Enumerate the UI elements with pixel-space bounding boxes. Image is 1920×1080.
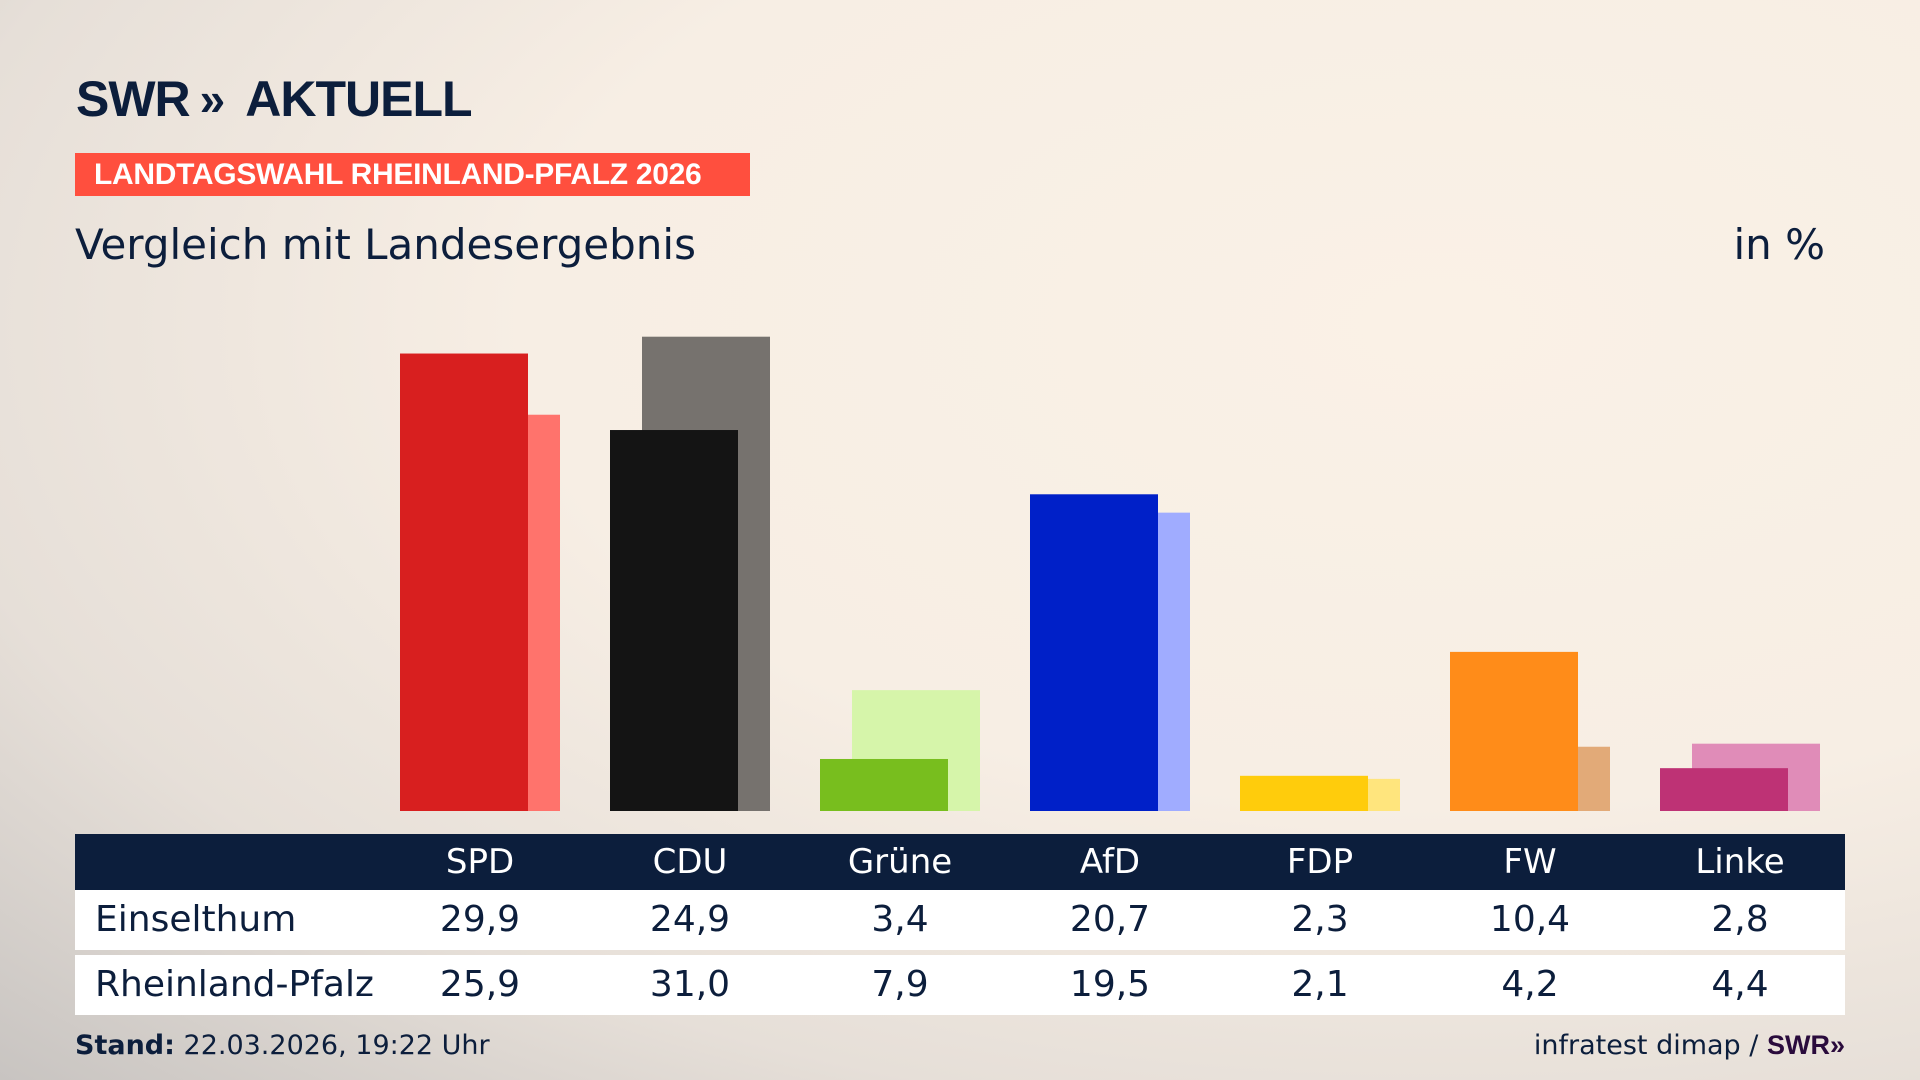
column-header: SPD (445, 842, 515, 882)
value-cell: 3,4 (871, 899, 929, 940)
timestamp: Stand: 22.03.2026, 19:22 Uhr (75, 1030, 490, 1061)
swr-aktuell-logo: SWR» AKTUELL (76, 70, 473, 128)
table-header: SPD CDU Grüne AfD FDP FW Linke (75, 834, 1845, 890)
stand-label: Stand: (75, 1030, 175, 1061)
value-cell: 24,9 (649, 899, 731, 940)
column-header: CDU (652, 842, 728, 882)
chart-subtitle: Vergleich mit Landesergebnis (75, 220, 696, 269)
value-cell: 2,8 (1711, 899, 1769, 940)
value-cell: 4,2 (1501, 964, 1559, 1005)
value-cell: 19,5 (1069, 964, 1151, 1005)
bar-local-fdp (1240, 775, 1368, 811)
value-cell: 25,9 (439, 964, 521, 1005)
source: infratest dimap / SWR» (1534, 1030, 1845, 1061)
value-cell: 2,1 (1291, 964, 1349, 1005)
bar-local-linke (1660, 768, 1788, 811)
bar-local-cdu (610, 430, 738, 811)
column-header: Grüne (847, 842, 953, 882)
column-header: AfD (1079, 842, 1141, 882)
bar-chart (400, 336, 1820, 811)
value-cell: 4,4 (1711, 964, 1769, 1005)
row-label: Rheinland-Pfalz (95, 964, 374, 1005)
column-header: FDP (1286, 842, 1354, 882)
source-text: infratest dimap / (1533, 1030, 1759, 1061)
unit-label: in % (1733, 220, 1825, 269)
value-cell: 20,7 (1069, 899, 1151, 940)
column-header: Linke (1695, 842, 1785, 882)
bar-local-spd (400, 353, 528, 811)
row-label: Einselthum (95, 899, 297, 940)
value-cell: 7,9 (871, 964, 929, 1005)
value-cell: 10,4 (1489, 899, 1571, 940)
bar-local-fw (1450, 651, 1578, 811)
source-brand: SWR» (1766, 1030, 1845, 1060)
column-header: FW (1503, 842, 1557, 882)
value-cell: 31,0 (649, 964, 731, 1005)
table-row: Rheinland-Pfalz 25,9 31,0 7,9 19,5 2,1 4,2 4,4 (75, 955, 1845, 1015)
bar-local-afd (1030, 494, 1158, 811)
bar-local-grüne (820, 758, 948, 811)
stand-value: 22.03.2026, 19:22 Uhr (183, 1030, 490, 1061)
logo-swr: SWR (76, 71, 191, 127)
table-row: Einselthum 29,9 24,9 3,4 20,7 2,3 10,4 2,8 (75, 890, 1845, 950)
value-cell: 2,3 (1291, 899, 1349, 940)
logo-aktuell: AKTUELL (245, 71, 472, 127)
election-banner: LANDTAGSWAHL RHEINLAND-PFALZ 2026 (75, 153, 750, 196)
value-cell: 29,9 (439, 899, 521, 940)
